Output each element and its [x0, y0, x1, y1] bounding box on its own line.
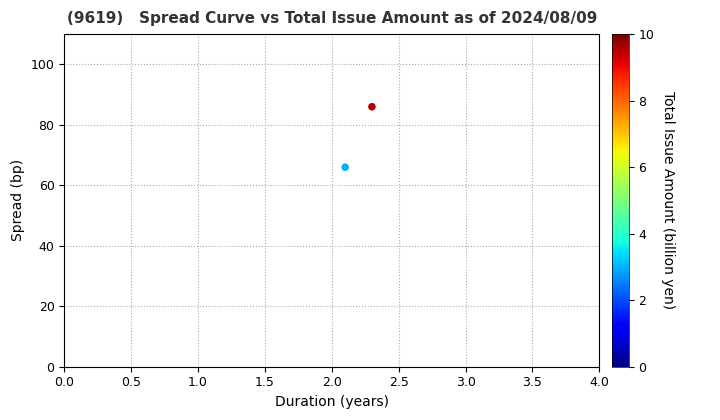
Y-axis label: Total Issue Amount (billion yen): Total Issue Amount (billion yen) [661, 92, 675, 310]
Y-axis label: Spread (bp): Spread (bp) [11, 159, 25, 242]
X-axis label: Duration (years): Duration (years) [275, 395, 389, 409]
Point [366, 103, 378, 110]
Title: (9619)   Spread Curve vs Total Issue Amount as of 2024/08/09: (9619) Spread Curve vs Total Issue Amoun… [66, 11, 597, 26]
Point [339, 164, 351, 171]
